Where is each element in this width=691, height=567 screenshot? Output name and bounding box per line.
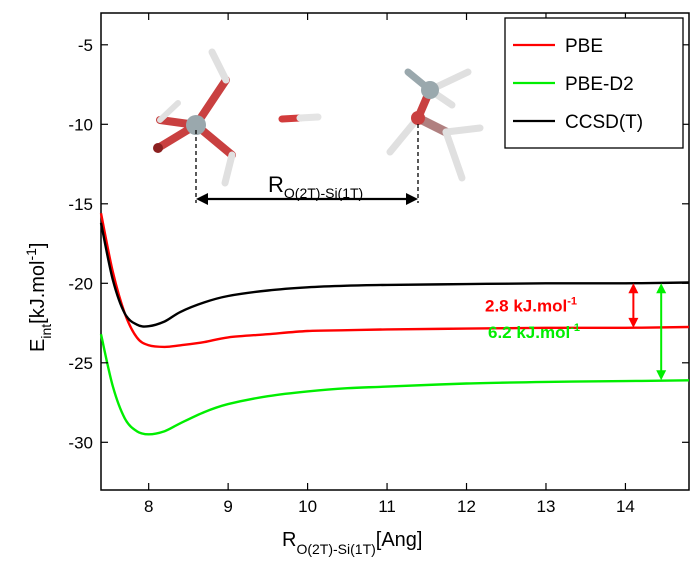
legend-label-ccsdt: CCSD(T) bbox=[565, 112, 643, 133]
energy-gap-label: 2.8 kJ.mol-1 bbox=[485, 296, 577, 316]
energy-gap-annotation: 6.2 kJ.mol-1 bbox=[488, 283, 667, 381]
distance-marker: RO(2T)-Si(1T) bbox=[195, 124, 419, 205]
series-line-pbe bbox=[99, 213, 690, 349]
x-tick-label: 8 bbox=[144, 497, 153, 516]
x-tick-label: 10 bbox=[298, 497, 317, 516]
y-tick-label: -30 bbox=[68, 433, 93, 452]
y-tick-label: -15 bbox=[68, 195, 93, 214]
legend-label-pbe-d2: PBE-D2 bbox=[565, 74, 634, 95]
x-tick-label: 14 bbox=[616, 497, 635, 516]
series-layer bbox=[99, 213, 690, 436]
x-tick-label: 12 bbox=[457, 497, 476, 516]
y-tick-label: -25 bbox=[68, 354, 93, 373]
annotation-layer: 2.8 kJ.mol-1 6.2 kJ.mol-1 bbox=[485, 283, 667, 381]
series-line-pbe-d2 bbox=[99, 333, 690, 436]
legend: PBE PBE-D2 CCSD(T) bbox=[504, 17, 684, 149]
molecule-illustration bbox=[153, 48, 484, 187]
energy-gap-annotation: 2.8 kJ.mol-1 bbox=[485, 283, 639, 328]
series-line-ccsd-t bbox=[99, 222, 690, 328]
y-tick-label: -20 bbox=[68, 274, 93, 293]
x-axis-label: RO(2T)-Si(1T)[Ang] bbox=[282, 529, 422, 557]
y-tick-label: -5 bbox=[78, 36, 93, 55]
water-molecule-icon bbox=[278, 113, 322, 123]
y-tick-label: -10 bbox=[68, 115, 93, 134]
y-axis-label: Eint[kJ.mol-1] bbox=[23, 243, 54, 353]
x-tick-label: 9 bbox=[223, 497, 232, 516]
right-silanol-cluster-icon bbox=[386, 68, 484, 182]
tick-layer: 8 9 10 11 12 13 14 -30 -25 -20 -15 -10 -5 bbox=[68, 13, 689, 516]
x-tick-label: 11 bbox=[378, 497, 396, 516]
arrow-head-down-icon bbox=[656, 370, 667, 381]
legend-label-pbe: PBE bbox=[565, 36, 603, 57]
x-tick-label: 13 bbox=[537, 497, 556, 516]
arrow-head-up-icon bbox=[628, 283, 639, 294]
distance-label: RO(2T)-Si(1T) bbox=[268, 172, 363, 201]
energy-gap-label: 6.2 kJ.mol-1 bbox=[488, 322, 580, 342]
arrow-head-up-icon bbox=[656, 283, 667, 294]
left-silicate-cluster-icon bbox=[153, 48, 236, 187]
arrow-head-down-icon bbox=[628, 317, 639, 328]
